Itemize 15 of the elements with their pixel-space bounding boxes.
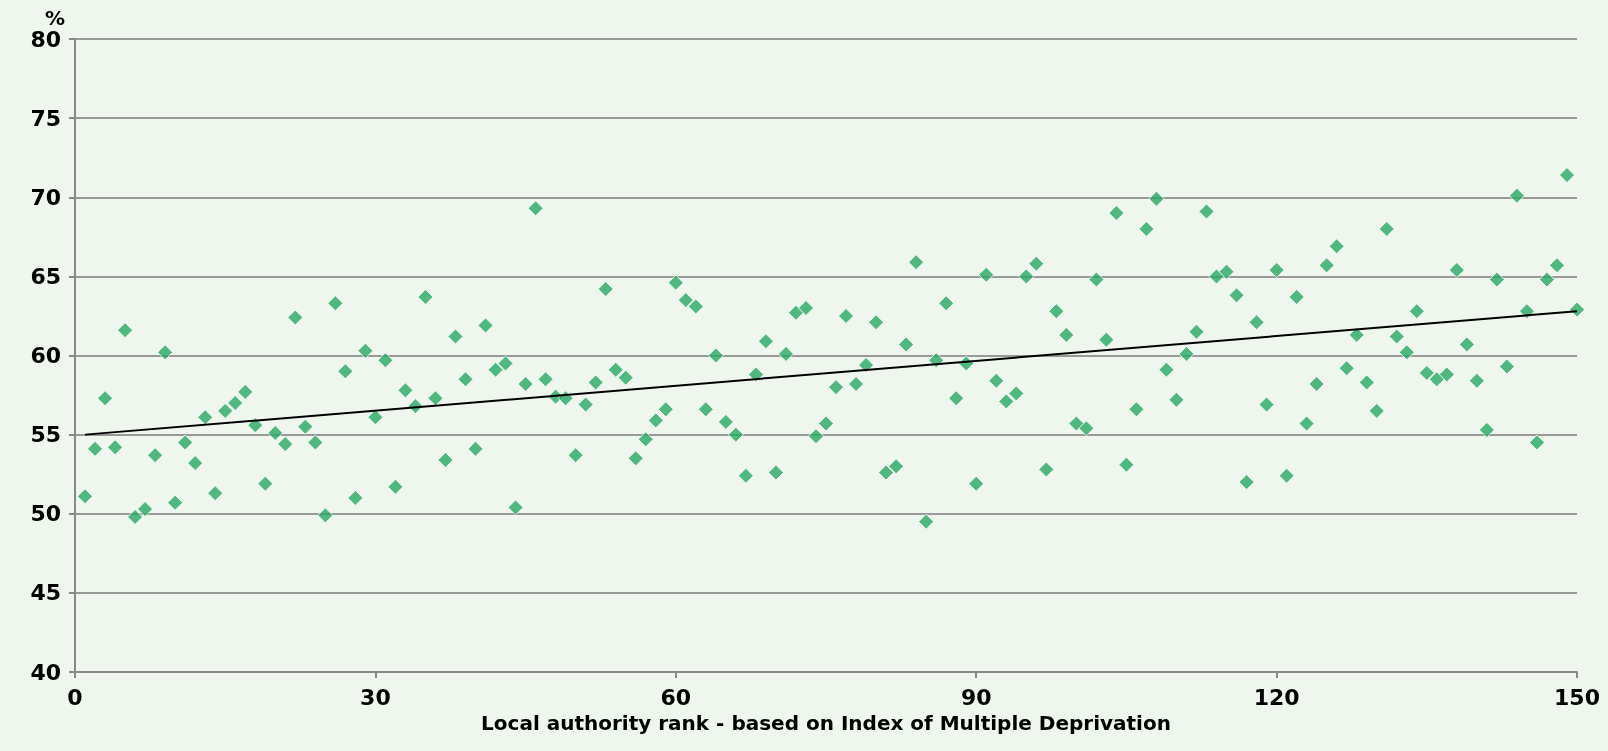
y-tick-label: 60	[30, 343, 61, 368]
y-tick-label: 75	[30, 105, 61, 131]
y-tick-label: 40	[30, 659, 61, 685]
y-tick-label: 45	[30, 580, 61, 606]
x-tick-label: 60	[660, 684, 692, 710]
x-tick-label: 150	[1554, 684, 1600, 710]
y-tick-label: 55	[30, 422, 61, 448]
x-tick-label: 0	[67, 684, 83, 710]
y-tick-label: 70	[30, 184, 61, 210]
x-tick-label: 30	[360, 684, 391, 710]
x-tick-label: 120	[1253, 684, 1300, 710]
y-tick-label: 50	[30, 501, 61, 527]
x-tick-label: 90	[960, 684, 992, 710]
y-tick-label: 65	[30, 263, 61, 289]
x-axis-title: Local authority rank - based on Index of Multiple Deprivation	[481, 710, 1171, 735]
